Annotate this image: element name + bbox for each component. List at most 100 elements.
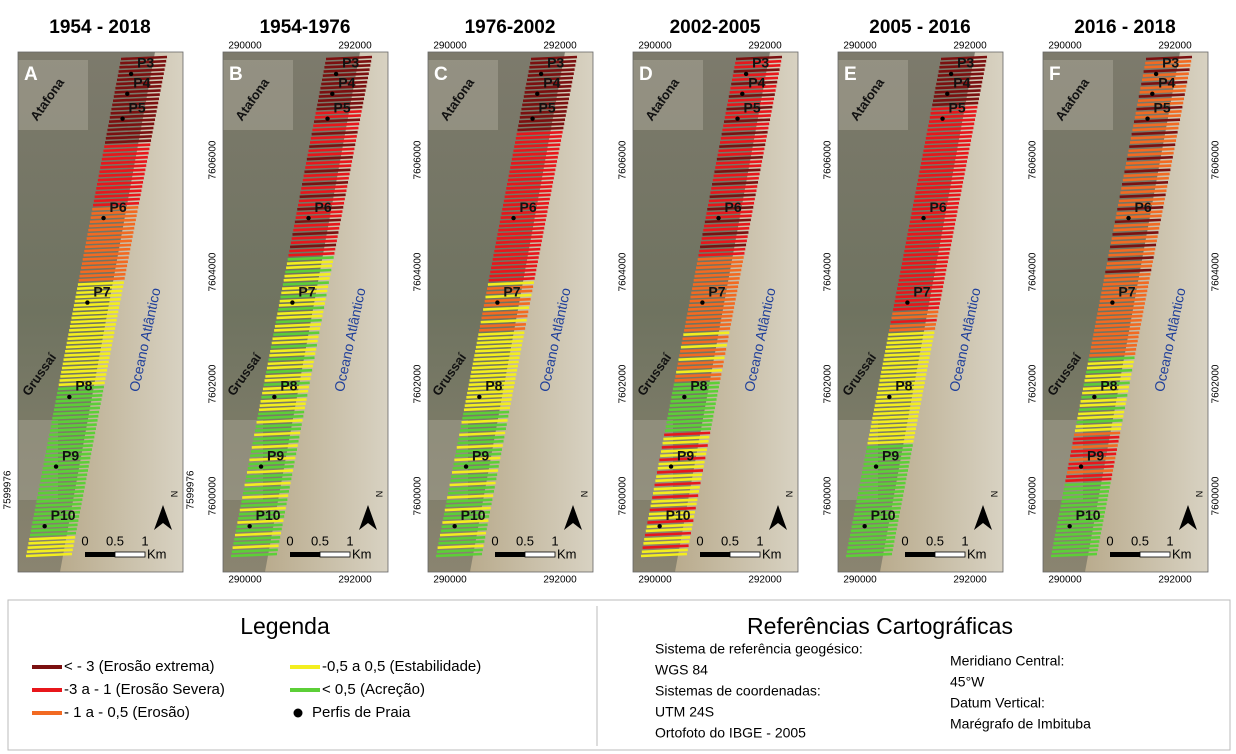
- bottom-tick-label: 292000: [953, 575, 987, 586]
- left-tick-label: 7606000: [208, 140, 219, 179]
- profile-label: P4: [953, 75, 970, 91]
- profile-label: P4: [748, 75, 765, 91]
- profile-label: P9: [267, 447, 284, 463]
- left-tick-label: 7602000: [618, 364, 629, 403]
- profile-point: [272, 395, 276, 399]
- scale-unit: Km: [1172, 546, 1192, 561]
- profile-point: [247, 524, 251, 528]
- top-tick-label: 292000: [748, 41, 782, 52]
- panel-title: 2002-2005: [670, 17, 761, 38]
- profile-label: P10: [871, 507, 896, 523]
- profile-point: [42, 524, 46, 528]
- map-panel: 2016 - 2018FAtafonaGrussaíOceano Atlânti…: [1028, 17, 1222, 586]
- left-tick-label: 7606000: [413, 140, 424, 179]
- scale-label: 0: [286, 533, 293, 548]
- profile-label: P6: [110, 199, 127, 215]
- legend-label: < - 3 (Erosão extrema): [64, 658, 214, 675]
- profile-label: P10: [1076, 507, 1101, 523]
- panel-letter: D: [639, 64, 653, 85]
- right-tick-label: 7604000: [1211, 252, 1222, 291]
- bottom-tick-label: 292000: [1158, 575, 1192, 586]
- profile-point: [1067, 524, 1071, 528]
- panel-letter: E: [844, 64, 857, 85]
- left-tick-label: 7606000: [618, 140, 629, 179]
- scale-label: 0: [491, 533, 498, 548]
- reference-text: 45°W: [950, 674, 985, 690]
- panel-letter: A: [24, 64, 38, 85]
- profile-point: [535, 92, 539, 96]
- panel-title: 2016 - 2018: [1074, 17, 1175, 38]
- profile-point: [1079, 464, 1083, 468]
- profile-label: P3: [1162, 55, 1179, 71]
- profile-label: P3: [957, 55, 974, 71]
- scale-label: 0.5: [516, 533, 534, 548]
- top-tick-label: 290000: [228, 41, 262, 52]
- profile-label: P7: [1118, 283, 1135, 299]
- left-tick-label: 7600000: [618, 476, 629, 515]
- legend-label: -0,5 a 0,5 (Estabilidade): [322, 658, 481, 675]
- profile-point: [330, 92, 334, 96]
- profile-point: [1145, 116, 1149, 120]
- profile-point: [905, 300, 909, 304]
- profile-point: [511, 216, 515, 220]
- right-tick-label: 7600000: [1211, 476, 1222, 515]
- profile-label: P9: [882, 447, 899, 463]
- profile-point: [945, 92, 949, 96]
- bottom-tick-label: 290000: [433, 575, 467, 586]
- left-tick-label: 7604000: [618, 252, 629, 291]
- profile-label: P10: [256, 507, 281, 523]
- scale-bar-black: [700, 552, 730, 557]
- top-tick-label: 292000: [953, 41, 987, 52]
- profile-label: P5: [129, 99, 146, 115]
- left-tick-label: 7602000: [208, 364, 219, 403]
- profile-label: P9: [62, 447, 79, 463]
- profile-label: P7: [913, 283, 930, 299]
- right-tick-label: 7606000: [1211, 140, 1222, 179]
- profile-point: [716, 216, 720, 220]
- reference-text: Sistemas de coordenadas:: [655, 683, 821, 699]
- profile-label: P4: [338, 75, 355, 91]
- map-panel: 1954-1976BAtafonaGrussaíOceano Atlântico…: [208, 17, 388, 586]
- profile-label: P7: [93, 283, 110, 299]
- profile-label: P8: [895, 378, 912, 394]
- profile-point: [887, 395, 891, 399]
- scale-bar-white: [730, 552, 760, 557]
- map-panel: 1976-2002CAtafonaGrussaíOceano Atlântico…: [413, 17, 593, 586]
- map-panel: 2002-2005DAtafonaGrussaíOceano Atlântico…: [618, 17, 798, 586]
- profile-label: P3: [752, 55, 769, 71]
- profile-point: [290, 300, 294, 304]
- profile-label: P5: [744, 99, 761, 115]
- profile-label: P6: [520, 199, 537, 215]
- profile-point: [477, 395, 481, 399]
- left-tick-label: 7602000: [823, 364, 834, 403]
- scale-bar-white: [525, 552, 555, 557]
- scale-unit: Km: [557, 546, 577, 561]
- panel-letter: F: [1049, 64, 1061, 85]
- scale-bar-white: [1140, 552, 1170, 557]
- profile-point: [940, 116, 944, 120]
- profile-label: P10: [51, 507, 76, 523]
- legend-label: - 1 a - 0,5 (Erosão): [64, 704, 190, 721]
- profile-label: P10: [666, 507, 691, 523]
- profile-label: P4: [133, 75, 150, 91]
- bottom-tick-label: 290000: [228, 575, 262, 586]
- profile-point: [1150, 92, 1154, 96]
- top-tick-label: 292000: [543, 41, 577, 52]
- profile-point: [325, 116, 329, 120]
- scale-bar-white: [935, 552, 965, 557]
- references-title: Referências Cartográficas: [747, 613, 1013, 639]
- top-tick-label: 292000: [338, 41, 372, 52]
- reference-text: UTM 24S: [655, 704, 714, 720]
- reference-text: Datum Vertical:: [950, 695, 1045, 711]
- panel-title: 1954 - 2018: [49, 17, 150, 38]
- left-tick-label: 7600000: [1028, 476, 1039, 515]
- left-tick-label: 7604000: [208, 252, 219, 291]
- scale-bar-black: [1110, 552, 1140, 557]
- top-tick-label: 290000: [1048, 41, 1082, 52]
- scale-unit: Km: [762, 546, 782, 561]
- right-tick-label: 7599976: [186, 470, 197, 509]
- left-tick-label: 7602000: [413, 364, 424, 403]
- profile-label: P8: [1100, 378, 1117, 394]
- north-label: N: [989, 491, 999, 498]
- scale-label: 0.5: [106, 533, 124, 548]
